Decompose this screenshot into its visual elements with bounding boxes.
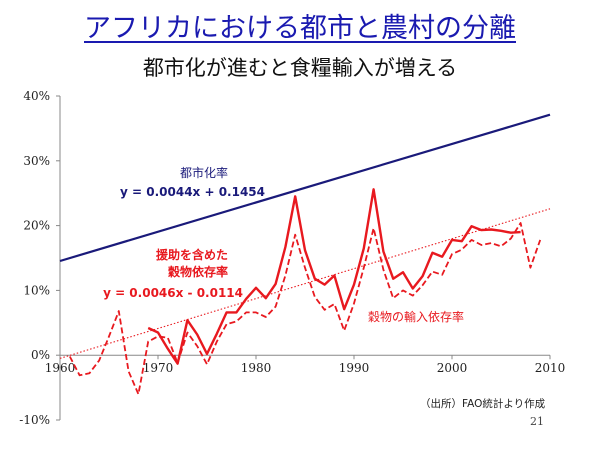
chart-axes: 40% 30% 20% 10% 0% -10% 1960 1970 1980 1990 2000 20… — [19, 89, 565, 427]
x-tick-label: 1980 — [241, 361, 272, 375]
urbanization-equation: y = 0.0044x + 0.1454 — [120, 185, 265, 199]
source-note: （出所）FAO統計より作成 — [420, 397, 546, 410]
x-tick-label: 1970 — [143, 361, 174, 375]
trend-line — [59, 208, 551, 359]
grain-import-label: 穀物の輸入依存率 — [368, 309, 464, 324]
x-tick-label: 2000 — [437, 361, 468, 375]
aid-grain-dependency-line — [147, 188, 521, 365]
page-number: 21 — [530, 415, 544, 428]
slide-title: アフリカにおける都市と農村の分離 — [84, 13, 516, 44]
x-tick-label: 1960 — [45, 361, 76, 375]
aid-grain-label: 穀物依存率 — [168, 264, 228, 279]
y-tick-label: 30% — [23, 154, 50, 168]
y-tick-label: 10% — [23, 283, 50, 297]
y-tick-label: 0% — [31, 348, 50, 362]
urbanization-rate-line — [59, 113, 551, 263]
slide-subtitle: 都市化が進むと食糧輸入が増える — [142, 56, 458, 80]
y-tick-label: -10% — [19, 413, 50, 427]
y-tick-label: 40% — [23, 89, 50, 103]
chart-series — [59, 113, 551, 396]
x-tick-label: 1990 — [339, 361, 370, 375]
x-tick-label: 2010 — [535, 361, 566, 375]
grain-import-dependency-line — [69, 222, 542, 396]
aid-grain-equation: y = 0.0046x - 0.0114 — [103, 286, 243, 300]
aid-grain-label: 援助を含めた — [156, 247, 228, 262]
y-tick-label: 20% — [23, 219, 50, 233]
urbanization-label: 都市化率 — [180, 165, 228, 180]
